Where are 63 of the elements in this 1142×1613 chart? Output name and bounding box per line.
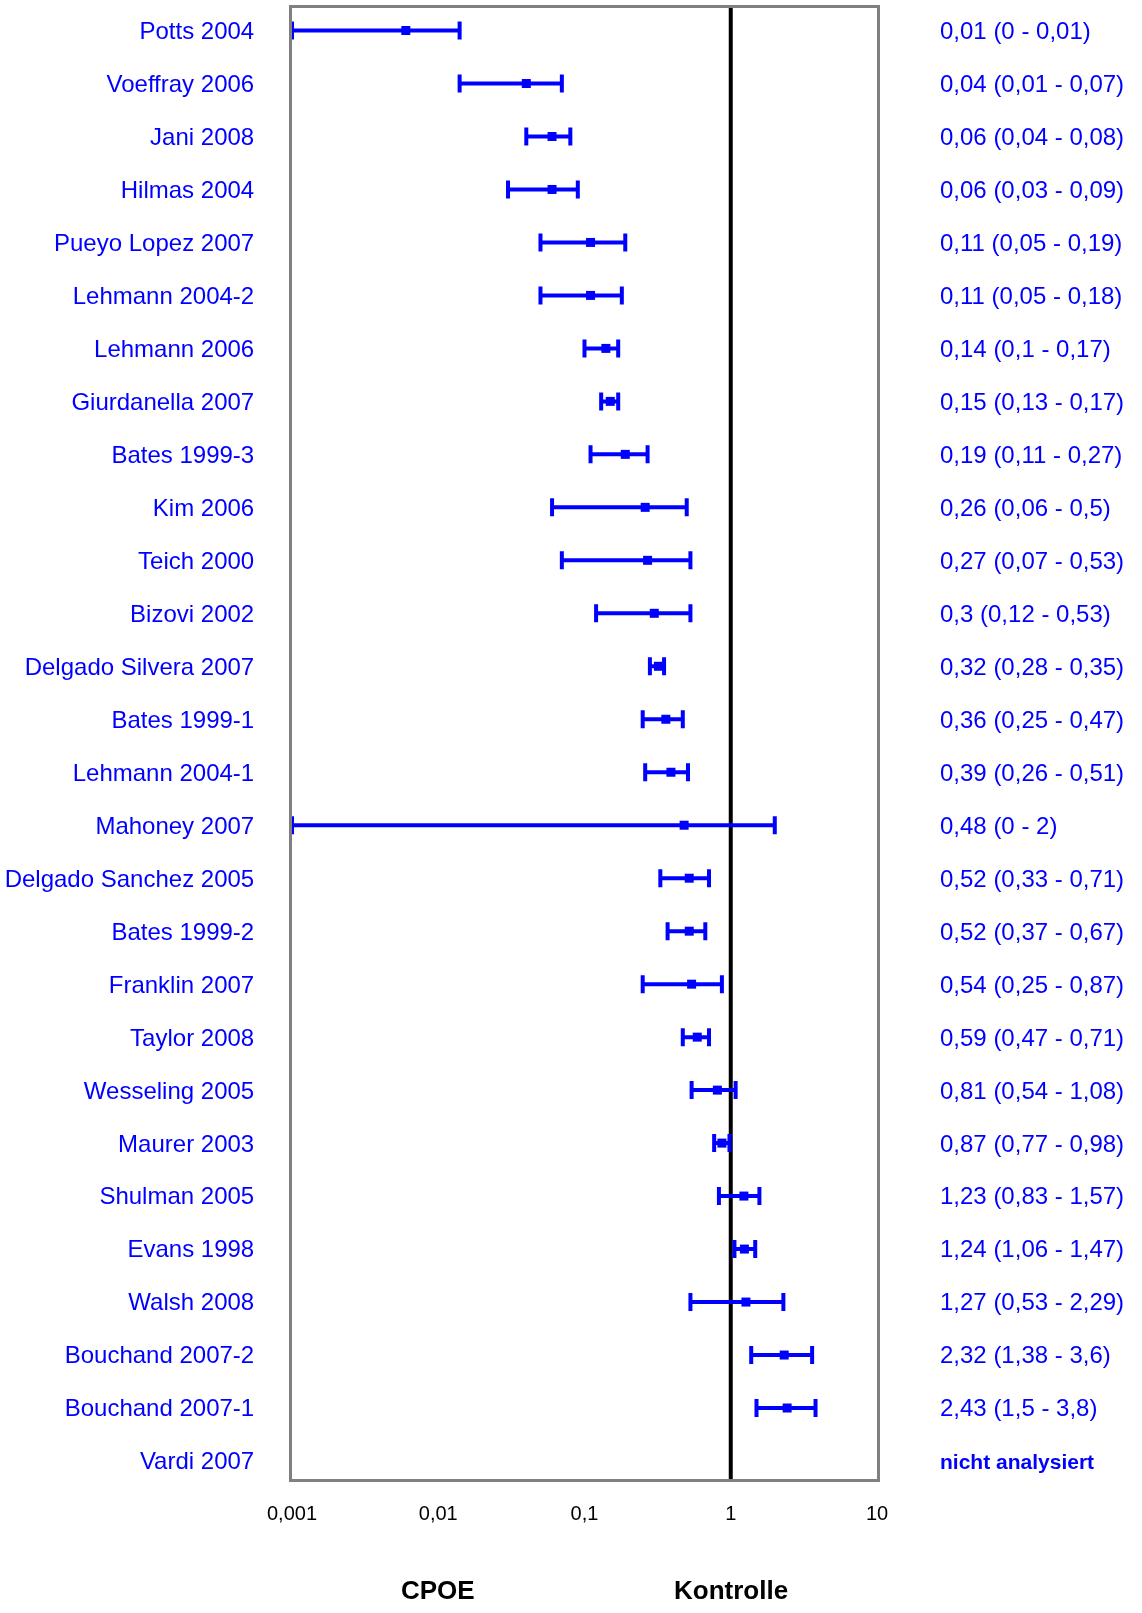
y2-tick-label: 0,48 (0 - 2) (940, 811, 1058, 839)
x-tick-label: 0,01 (418, 1502, 458, 1524)
y-tick-label: Jani 2008 (150, 122, 255, 150)
y-tick-label: Franklin 2007 (108, 970, 255, 998)
y-tick-label: Pueyo Lopez 2007 (54, 228, 255, 256)
y2-tick-label: 0,52 (0,33 - 0,71) (940, 864, 1125, 892)
text: Kontrolle (674, 1575, 789, 1605)
y-tick-label: Kim 2006 (152, 493, 255, 521)
y-tick-label: Bates 1999-1 (111, 705, 255, 733)
y-tick-label: Bouchand 2007-1 (64, 1394, 255, 1422)
y-tick-label: Potts 2004 (139, 16, 255, 44)
x-tick-label: 0,001 (266, 1502, 318, 1524)
y2-tick-label: 0,52 (0,37 - 0,67) (940, 917, 1125, 945)
y2-tick-label: 0,39 (0,26 - 0,51) (940, 758, 1125, 786)
y-tick-label: Delgado Sanchez 2005 (4, 864, 255, 892)
y2-tick-label: nicht analysiert (940, 1450, 1095, 1474)
x-tick-label: 10 (865, 1502, 889, 1524)
y2-tick-label: 0,11 (0,05 - 0,18) (940, 281, 1123, 309)
y-tick-label: Mahoney 2007 (95, 811, 255, 839)
y2-tick-label: 0,01 (0 - 0,01) (940, 16, 1091, 44)
y2-tick-label: 0,11 (0,05 - 0,19) (940, 228, 1123, 256)
text: CPOE (401, 1575, 475, 1605)
y2-tick-label: 0,19 (0,11 - 0,27) (940, 440, 1123, 468)
y-tick-label: Bates 1999-2 (111, 917, 255, 945)
y2-tick-label: 2,32 (1,38 - 3,6) (940, 1341, 1111, 1369)
y-tick-label: Lehmann 2004-1 (72, 758, 255, 786)
y2-tick-label: 0,26 (0,06 - 0,5) (940, 493, 1111, 521)
y-tick-label: Evans 1998 (127, 1235, 255, 1263)
y-tick-label: Lehmann 2006 (94, 334, 255, 362)
x-tick-label: 0,1 (570, 1502, 599, 1524)
y2-tick-label: 0,15 (0,13 - 0,17) (940, 387, 1125, 415)
y2-tick-label: 1,23 (0,83 - 1,57) (940, 1182, 1125, 1210)
x-tick-label: 1 (725, 1502, 737, 1524)
y-tick-label: Giurdanella 2007 (71, 387, 255, 415)
y2-tick-label: 0,36 (0,25 - 0,47) (940, 705, 1125, 733)
y-tick-label: Teich 2000 (138, 546, 255, 574)
y2-tick-label: 0,14 (0,1 - 0,17) (940, 334, 1111, 362)
y-tick-label: Voeffray 2006 (106, 69, 255, 97)
y-tick-label: Bouchand 2007-2 (64, 1341, 255, 1369)
y2-tick-label: 0,3 (0,12 - 0,53) (940, 599, 1111, 627)
y2-tick-label: 0,32 (0,28 - 0,35) (940, 652, 1125, 680)
y-tick-label: Bizovi 2002 (130, 599, 255, 627)
y-tick-label: Delgado Silvera 2007 (24, 652, 255, 680)
y2-tick-label: 0,54 (0,25 - 0,87) (940, 970, 1125, 998)
y-tick-label: Maurer 2003 (118, 1129, 255, 1157)
y-tick-label: Shulman 2005 (99, 1182, 255, 1210)
y2-tick-label: 0,04 (0,01 - 0,07) (940, 69, 1125, 97)
y2-tick-label: 0,27 (0,07 - 0,53) (940, 546, 1125, 574)
y2-tick-label: 1,24 (1,06 - 1,47) (940, 1235, 1125, 1263)
y-tick-label: Hilmas 2004 (120, 175, 255, 203)
y-tick-label: Vardi 2007 (139, 1447, 255, 1475)
y2-tick-label: 0,06 (0,03 - 0,09) (940, 175, 1125, 203)
y2-tick-label: 0,59 (0,47 - 0,71) (940, 1023, 1125, 1051)
y2-tick-label: 2,43 (1,5 - 3,8) (940, 1394, 1098, 1422)
y-tick-label: Wesseling 2005 (83, 1076, 255, 1104)
y-tick-label: Lehmann 2004-2 (72, 281, 255, 309)
y2-tick-label: 1,27 (0,53 - 2,29) (940, 1288, 1125, 1316)
y-tick-label: Bates 1999-3 (111, 440, 255, 468)
y2-tick-label: 0,06 (0,04 - 0,08) (940, 122, 1125, 150)
y-tick-label: Taylor 2008 (130, 1023, 255, 1051)
y2-tick-label: 0,87 (0,77 - 0,98) (940, 1129, 1125, 1157)
y2-tick-label: 0,81 (0,54 - 1,08) (940, 1076, 1125, 1104)
y-tick-label: Walsh 2008 (128, 1288, 255, 1316)
